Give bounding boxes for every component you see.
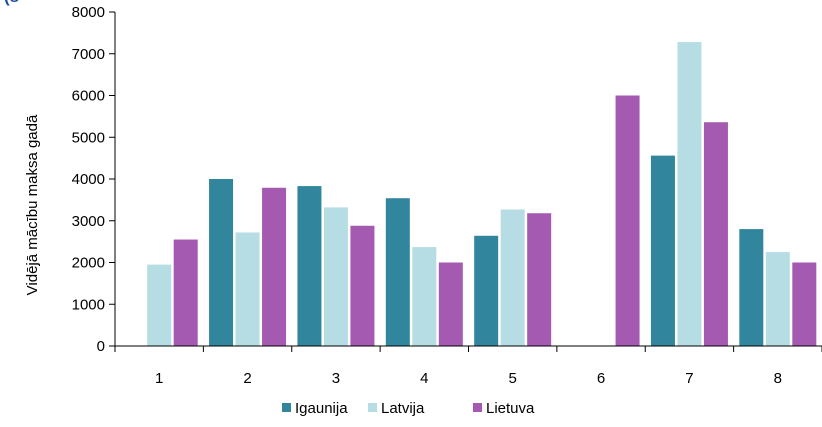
- y-tick-label: 0: [97, 338, 105, 355]
- legend-label-latvija: Latvija: [381, 400, 425, 417]
- y-tick-label: 3000: [72, 213, 105, 230]
- bar-lietuva-2: [262, 187, 287, 346]
- x-tick-label: 8: [774, 370, 782, 387]
- x-tick-label: 6: [597, 370, 605, 387]
- bar-igaunija-7: [650, 155, 675, 346]
- bar-latvija-1: [147, 264, 172, 346]
- y-tick-label: 6000: [72, 88, 105, 105]
- bar-lietuva-1: [173, 239, 198, 346]
- x-axis: 1 2 3 4 5 6 7 8: [114, 345, 822, 387]
- legend-swatch-latvija: [368, 403, 377, 412]
- bar-lietuva-5: [527, 213, 552, 346]
- legend-swatch-igaunija: [282, 403, 291, 412]
- y-tick-label: 2000: [72, 255, 105, 272]
- bar-igaunija-8: [739, 229, 764, 346]
- x-tick-label: 4: [420, 370, 428, 387]
- y-tick-label: 5000: [72, 129, 105, 146]
- legend-label-lietuva: Lietuva: [486, 400, 535, 417]
- bar-lietuva-4: [438, 262, 463, 346]
- bars: [147, 42, 817, 347]
- y-axis: 0 1000 2000 3000 4000 5000 6000 7000 8000: [72, 4, 116, 355]
- legend-swatch-lietuva: [473, 403, 482, 412]
- bar-igaunija-4: [385, 198, 410, 346]
- bar-latvija-2: [235, 232, 260, 346]
- bar-lietuva-3: [350, 225, 375, 346]
- bar-latvija-4: [412, 247, 437, 346]
- bar-lietuva-6: [615, 95, 640, 346]
- bar-igaunija-3: [297, 186, 322, 346]
- bar-lietuva-8: [792, 262, 817, 346]
- bar-latvija-7: [677, 42, 702, 347]
- x-tick-label: 3: [332, 370, 340, 387]
- y-axis-title: Vidējā mācību maksa gadā: [24, 114, 41, 295]
- legend-label-igaunija: Igaunija: [295, 400, 348, 417]
- bar-lietuva-7: [703, 122, 728, 346]
- x-tick-label: 7: [685, 370, 693, 387]
- y-tick-label: 8000: [72, 4, 105, 21]
- bar-igaunija-2: [209, 179, 234, 346]
- x-tick-label: 2: [243, 370, 251, 387]
- bar-igaunija-5: [474, 235, 499, 346]
- y-tick-label: 1000: [72, 296, 105, 313]
- bar-latvija-8: [765, 252, 790, 346]
- legend: Igaunija Latvija Lietuva: [282, 400, 535, 417]
- x-tick-label: 1: [155, 370, 163, 387]
- y-tick-label: 7000: [72, 46, 105, 63]
- chart-title-fragment: (s: [4, 0, 19, 6]
- bar-latvija-3: [323, 207, 348, 346]
- bar-latvija-5: [500, 209, 525, 346]
- y-tick-label: 4000: [72, 171, 105, 188]
- x-tick-label: 5: [509, 370, 517, 387]
